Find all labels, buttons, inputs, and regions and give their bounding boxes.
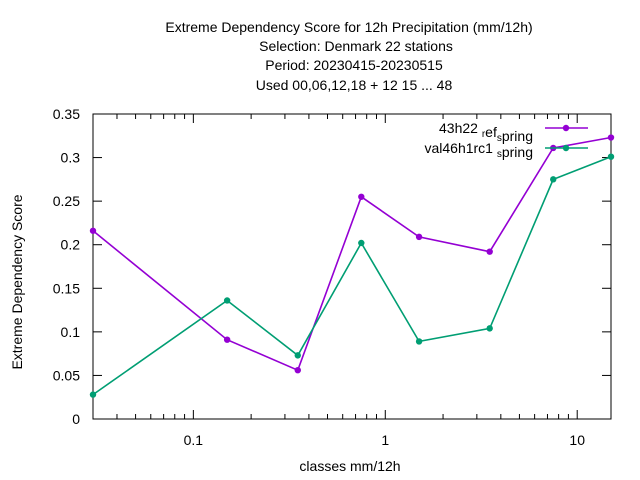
plot-frame xyxy=(92,113,612,420)
title-line-4: Used 00,06,12,18 + 12 15 ... 48 xyxy=(256,77,453,93)
data-point xyxy=(550,176,557,183)
legend-label: val46h1rc1 spring xyxy=(424,140,533,160)
series-layer xyxy=(89,134,615,398)
series-1 xyxy=(89,134,615,374)
title-line-3: Period: 20230415-20230515 xyxy=(265,57,443,73)
x-axis: 0.1 1 10 xyxy=(92,114,585,448)
x-axis-label: classes mm/12h xyxy=(299,458,400,474)
data-point xyxy=(223,297,231,304)
data-point xyxy=(223,336,231,343)
data-point xyxy=(294,352,301,359)
x-tick-label: 1 xyxy=(381,432,389,448)
y-tick-label: 0 xyxy=(72,411,80,427)
legend-entry-2: val46h1rc1 spring xyxy=(424,140,588,160)
data-point xyxy=(358,193,365,200)
y-axis: 0 0.05 0.1 0.15 0.2 0.25 0.3 0.35 xyxy=(53,106,611,427)
x-tick-label: 0.1 xyxy=(184,432,204,448)
data-point xyxy=(486,248,493,255)
y-tick-label: 0.1 xyxy=(61,324,81,340)
data-point xyxy=(607,153,615,160)
y-tick-label: 0.35 xyxy=(53,106,80,122)
y-axis-label: Extreme Dependency Score xyxy=(9,194,25,369)
data-point xyxy=(358,239,365,247)
series-line xyxy=(92,136,612,372)
y-tick-label: 0.05 xyxy=(53,367,80,383)
data-point xyxy=(607,134,615,141)
legend-swatch-point xyxy=(562,144,570,152)
data-point xyxy=(89,391,97,398)
legend-label: 43h22 refspring xyxy=(439,120,533,144)
x-tick-label: 10 xyxy=(569,432,585,448)
legend-entry-1: 43h22 refspring xyxy=(439,120,588,144)
series-2 xyxy=(89,153,615,398)
data-point xyxy=(486,325,493,332)
data-point xyxy=(89,227,97,234)
y-tick-label: 0.15 xyxy=(53,280,80,296)
data-point xyxy=(415,338,423,345)
y-tick-label: 0.3 xyxy=(61,150,81,166)
data-point xyxy=(415,233,423,241)
chart-title: Extreme Dependency Score for 12h Precipi… xyxy=(165,19,532,93)
y-tick-label: 0.25 xyxy=(53,193,80,209)
data-point xyxy=(294,367,301,374)
legend-swatch-point xyxy=(562,124,570,132)
y-tick-label: 0.2 xyxy=(61,237,81,253)
series-line xyxy=(92,155,612,396)
title-line-2: Selection: Denmark 22 stations xyxy=(259,38,453,54)
title-line-1: Extreme Dependency Score for 12h Precipi… xyxy=(165,19,532,35)
